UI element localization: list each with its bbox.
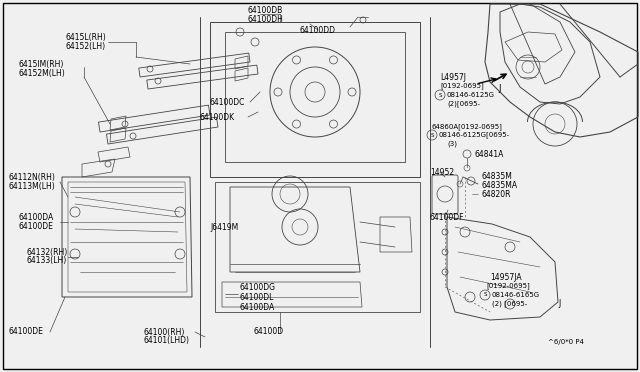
Text: 64100DD: 64100DD: [300, 26, 336, 35]
Text: (3): (3): [447, 141, 457, 147]
Text: 64100DA: 64100DA: [18, 212, 53, 221]
Text: [0192-0695]: [0192-0695]: [486, 283, 530, 289]
Text: 64100DF: 64100DF: [430, 212, 465, 221]
Text: 64860A[0192-0695]: 64860A[0192-0695]: [432, 124, 503, 130]
Text: (2)[0695-: (2)[0695-: [447, 100, 480, 108]
Text: 64100DK: 64100DK: [200, 112, 235, 122]
Text: 64100DL: 64100DL: [240, 292, 275, 301]
Text: 64113M(LH): 64113M(LH): [8, 182, 55, 190]
Text: S: S: [483, 292, 487, 298]
Text: 64152(LH): 64152(LH): [65, 42, 105, 51]
Text: S: S: [430, 132, 434, 138]
Text: 64100DE: 64100DE: [8, 327, 43, 337]
Text: S: S: [438, 93, 442, 97]
Text: 08146-6125G: 08146-6125G: [447, 92, 495, 98]
Text: 08146-6125G[0695-: 08146-6125G[0695-: [439, 132, 510, 138]
Text: 64820R: 64820R: [482, 189, 511, 199]
Text: 64100D: 64100D: [253, 327, 283, 337]
Text: 64132(RH): 64132(RH): [26, 247, 67, 257]
Text: 64835M: 64835M: [482, 171, 513, 180]
Text: L4957J: L4957J: [440, 73, 466, 81]
Text: 64100DG: 64100DG: [240, 282, 276, 292]
Text: 64100DE: 64100DE: [18, 221, 53, 231]
Text: (2) [0695-: (2) [0695-: [492, 301, 527, 307]
Text: 64841A: 64841A: [475, 150, 504, 158]
Text: 08146-6165G: 08146-6165G: [492, 292, 540, 298]
Text: 64101(LHD): 64101(LHD): [143, 337, 189, 346]
Text: 64133(LH): 64133(LH): [26, 257, 67, 266]
Text: J: J: [498, 83, 500, 93]
Text: 14952: 14952: [430, 167, 454, 176]
Text: J6419M: J6419M: [210, 222, 238, 231]
Text: J: J: [558, 299, 560, 308]
Text: 64112N(RH): 64112N(RH): [8, 173, 55, 182]
Text: 64100DC: 64100DC: [210, 97, 245, 106]
Text: 6415L(RH): 6415L(RH): [65, 32, 106, 42]
Text: 14957JA: 14957JA: [490, 273, 522, 282]
Text: 6415lM(RH): 6415lM(RH): [18, 60, 63, 68]
Text: 64152M(LH): 64152M(LH): [18, 68, 65, 77]
Text: ^6/0*0 P4: ^6/0*0 P4: [548, 339, 584, 345]
Text: [0192-0695]: [0192-0695]: [440, 83, 484, 89]
Text: 64100(RH): 64100(RH): [143, 327, 184, 337]
Text: 64100DA: 64100DA: [240, 302, 275, 311]
Text: 64100DB: 64100DB: [248, 6, 284, 15]
Text: 64100DH: 64100DH: [248, 15, 284, 23]
Text: 64835MA: 64835MA: [482, 180, 518, 189]
